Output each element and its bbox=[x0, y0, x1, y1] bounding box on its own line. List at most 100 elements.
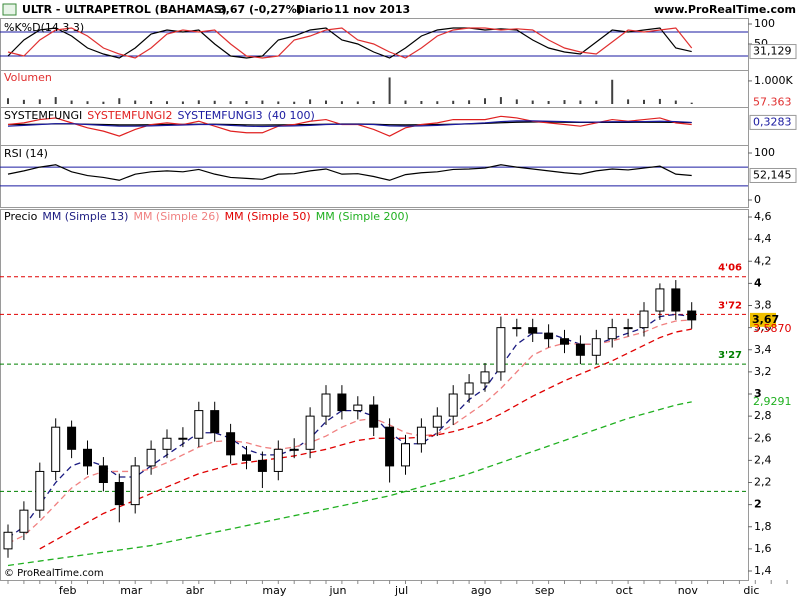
current-value-label: 3,5870 bbox=[753, 322, 792, 335]
legend-entry: SYSTEMFUNGI3 bbox=[177, 109, 262, 122]
volume-bar bbox=[547, 101, 550, 104]
x-tick-label: may bbox=[262, 584, 286, 597]
volume-bar bbox=[293, 101, 296, 104]
date: 11 nov 2013 bbox=[334, 3, 410, 16]
current-value-label: 0,3283 bbox=[753, 115, 792, 128]
volume-bar bbox=[166, 101, 168, 104]
volume-bar bbox=[627, 99, 630, 104]
candle-body bbox=[146, 448, 156, 467]
footer: © ProRealTime.com bbox=[4, 568, 104, 579]
volume-bar bbox=[404, 100, 407, 104]
legend-entry: MM (Simple 26) bbox=[133, 210, 219, 223]
current-value-box bbox=[749, 167, 797, 183]
x-tick-label: ago bbox=[471, 584, 492, 597]
candle-body bbox=[496, 327, 506, 373]
candle-body bbox=[687, 310, 697, 321]
candle-body bbox=[3, 531, 13, 550]
legend-entry: MM (Simple 200) bbox=[316, 210, 409, 223]
quote: 3,67 (-0,27%) bbox=[218, 3, 302, 16]
current-value-label: 2,9291 bbox=[753, 395, 792, 408]
candle-body bbox=[353, 404, 363, 412]
candle-body bbox=[623, 327, 633, 330]
x-tick-label: jun bbox=[329, 584, 347, 597]
volume-bar bbox=[595, 100, 598, 104]
level-label: 4'06 bbox=[718, 263, 742, 274]
candle-body bbox=[416, 426, 426, 445]
current-value-label: 31,129 bbox=[753, 45, 792, 58]
candle-body bbox=[51, 426, 61, 472]
volume-bar bbox=[277, 101, 280, 104]
candle-body bbox=[464, 382, 474, 395]
volume-bar bbox=[70, 100, 73, 104]
level-label: 3'27 bbox=[718, 350, 742, 361]
panel-frame bbox=[0, 145, 749, 208]
candle-body bbox=[98, 465, 108, 483]
volume-bar bbox=[515, 99, 518, 104]
volume-bar bbox=[102, 101, 105, 104]
y-tick-label: 3,8 bbox=[754, 299, 772, 312]
panel-title: %K%D(14 3 3) bbox=[4, 21, 84, 34]
volume-bar bbox=[436, 101, 439, 104]
series-line bbox=[7, 27, 693, 59]
candle-body bbox=[560, 338, 569, 345]
volume-bar bbox=[118, 98, 121, 104]
current-value-box bbox=[749, 44, 797, 60]
volume-bar bbox=[325, 100, 327, 104]
volume-bar bbox=[690, 102, 693, 104]
y-tick-label: 3,2 bbox=[754, 365, 772, 378]
candle-body bbox=[19, 509, 29, 533]
y-tick-label: 1.000K bbox=[754, 74, 793, 87]
candle-body bbox=[321, 393, 331, 417]
y-tick-label: 2,8 bbox=[754, 409, 772, 422]
volume-bar bbox=[261, 100, 264, 104]
volume-bar bbox=[452, 100, 455, 104]
volume-bar bbox=[213, 100, 216, 104]
volume-bar bbox=[22, 99, 25, 104]
panel-title: Volumen bbox=[4, 71, 52, 84]
candle-body bbox=[226, 432, 236, 456]
volume-bar bbox=[499, 97, 502, 104]
volume-bar bbox=[150, 101, 153, 104]
volume-bar bbox=[245, 101, 248, 104]
y-tick-label: 2,2 bbox=[754, 476, 772, 489]
legend-entry: MM (Simple 13) bbox=[42, 210, 128, 223]
y-tick-label: 4,2 bbox=[754, 254, 772, 267]
current-value-label: 52,145 bbox=[753, 168, 792, 181]
volume-bar bbox=[468, 100, 471, 104]
y-tick-label: 4,4 bbox=[754, 232, 772, 245]
candle-body bbox=[289, 448, 299, 451]
current-value-label: 57.363 bbox=[753, 96, 792, 109]
series-line bbox=[7, 313, 692, 539]
candle-body bbox=[257, 459, 267, 472]
candle-body bbox=[639, 310, 649, 329]
volume-bar bbox=[86, 101, 89, 104]
volume-bar bbox=[229, 101, 232, 104]
y-tick-label: 1,4 bbox=[754, 564, 772, 577]
series-line bbox=[39, 328, 692, 550]
instrument-title: ULTR - ULTRAPETROL (BAHAMAS) bbox=[22, 3, 227, 16]
volume-bar bbox=[372, 101, 375, 104]
volume-bar bbox=[420, 101, 423, 104]
candle-body bbox=[83, 448, 92, 467]
candle-body bbox=[35, 470, 45, 511]
volume-bar bbox=[134, 100, 137, 104]
x-tick-label: mar bbox=[120, 584, 142, 597]
y-tick-label: 4,6 bbox=[754, 210, 772, 223]
volume-bar bbox=[563, 100, 566, 104]
candle-body bbox=[67, 426, 77, 450]
candle-body bbox=[528, 327, 538, 334]
candle-body bbox=[401, 443, 410, 467]
volume-bar bbox=[54, 97, 57, 104]
y-tick-label: 100 bbox=[754, 146, 775, 159]
candle-body bbox=[448, 393, 458, 417]
candle-body bbox=[671, 288, 681, 312]
candle-body bbox=[273, 448, 283, 472]
legend-entry: SYSTEMFUNGI bbox=[4, 109, 82, 122]
legend-entry: SYSTEMFUNGI2 bbox=[87, 109, 172, 122]
volume-bar bbox=[658, 98, 661, 104]
volume-bar bbox=[7, 98, 9, 104]
volume-bar bbox=[38, 99, 41, 104]
volume-bar bbox=[611, 79, 614, 104]
candle-body bbox=[432, 415, 442, 428]
period: Diario bbox=[296, 3, 334, 16]
